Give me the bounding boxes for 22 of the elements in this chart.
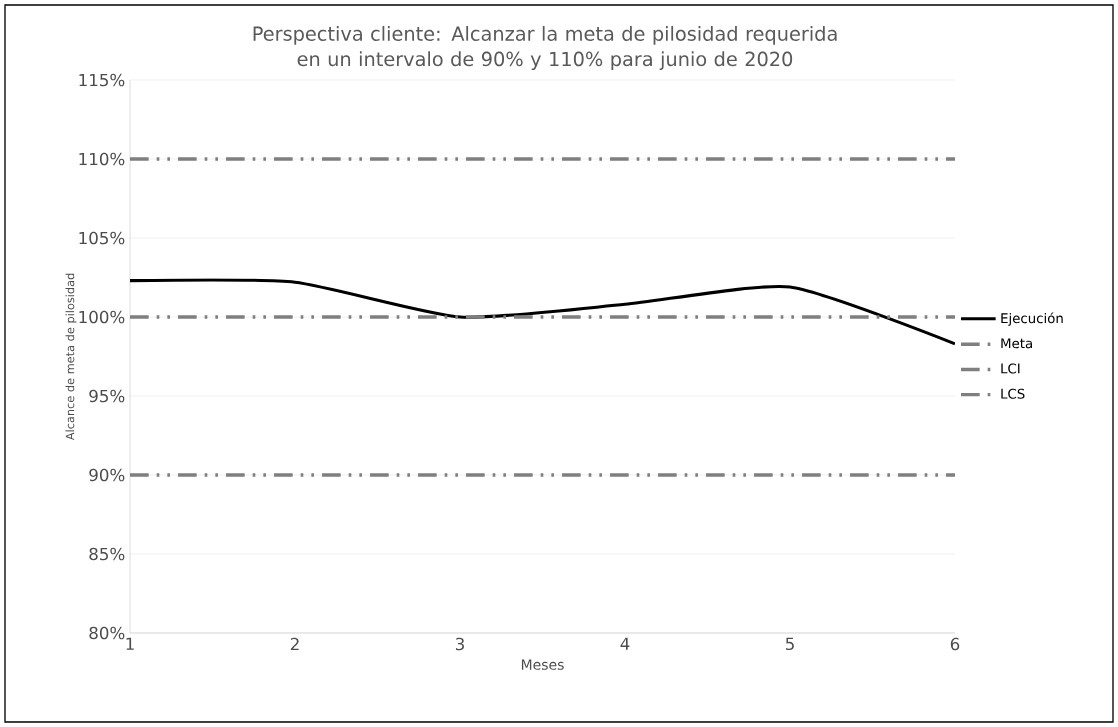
x-axis-title: Meses — [521, 659, 564, 670]
x-tick-label: 4 — [620, 637, 630, 650]
x-tick-label: 6 — [950, 637, 960, 651]
y-tick-label: 95% — [89, 389, 125, 403]
x-tick-label: 5 — [785, 637, 794, 651]
line-series — [130, 278, 955, 346]
y-tick-label: 85% — [89, 547, 125, 561]
y-tick-label: 80% — [89, 626, 125, 640]
y-tick-label: 100% — [79, 310, 125, 324]
y-tick-label: 90% — [89, 468, 125, 482]
legend-label: Ejecución — [1001, 312, 1063, 326]
legend-label: Meta — [1001, 338, 1032, 349]
x-tick-label: 3 — [455, 637, 464, 651]
y-axis-title: Alcance de meta de pilosidad — [65, 273, 77, 441]
x-tick-label: 2 — [290, 637, 299, 651]
legend-label: LCS — [1001, 388, 1025, 399]
chart-title: Perspectiva cliente: Alcanzar la meta de pilosidad requerida en un intervalo de 90% y 110% para junio de 2020 — [253, 25, 837, 70]
y-tick-label: 110% — [79, 152, 125, 166]
legend-label: LCI — [1001, 363, 1020, 374]
y-tick-label: 105% — [79, 231, 125, 245]
y-tick-label: 115% — [79, 73, 125, 87]
x-tick-label: 1 — [126, 637, 134, 650]
